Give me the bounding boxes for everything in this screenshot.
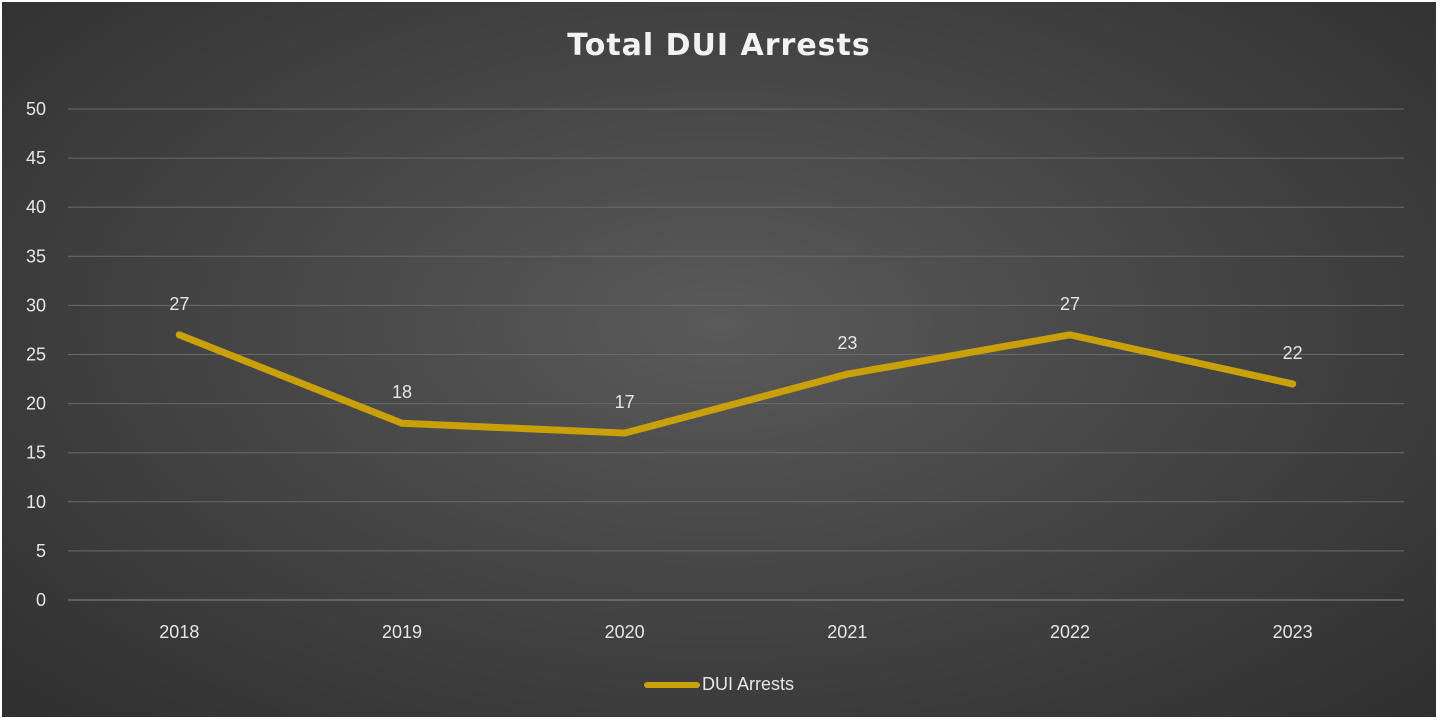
data-label: 27 — [1060, 294, 1080, 314]
x-tick-label: 2021 — [827, 622, 867, 642]
legend-label: DUI Arrests — [701, 674, 794, 694]
y-tick-label: 30 — [26, 295, 46, 315]
y-tick-label: 15 — [26, 443, 46, 463]
data-point — [398, 419, 406, 427]
y-tick-label: 5 — [36, 541, 46, 561]
data-label: 27 — [169, 294, 189, 314]
y-tick-label: 35 — [26, 246, 46, 266]
legend-swatch — [643, 681, 700, 688]
y-tick-label: 10 — [26, 492, 46, 512]
data-label: 22 — [1283, 343, 1303, 363]
x-tick-label: 2022 — [1050, 622, 1090, 642]
x-tick-label: 2019 — [382, 622, 422, 642]
data-point — [1289, 380, 1297, 388]
x-tick-label: 2023 — [1273, 622, 1313, 642]
data-point — [175, 331, 183, 339]
data-label: 18 — [392, 382, 412, 402]
y-tick-label: 45 — [26, 148, 46, 168]
x-tick-label: 2020 — [605, 622, 645, 642]
data-point — [621, 429, 629, 437]
y-tick-label: 50 — [26, 99, 46, 119]
y-tick-label: 20 — [26, 394, 46, 414]
data-label: 23 — [837, 333, 857, 353]
data-label: 17 — [615, 392, 635, 412]
x-tick-label: 2018 — [159, 622, 199, 642]
series-line — [175, 331, 1297, 437]
data-point — [1066, 331, 1074, 339]
chart-title: Total DUI Arrests — [567, 28, 871, 63]
y-tick-label: 40 — [26, 197, 46, 217]
data-point — [843, 370, 851, 378]
legend: DUI Arrests — [2, 674, 1436, 695]
y-tick-label: 25 — [26, 345, 46, 365]
y-tick-label: 0 — [36, 590, 46, 610]
